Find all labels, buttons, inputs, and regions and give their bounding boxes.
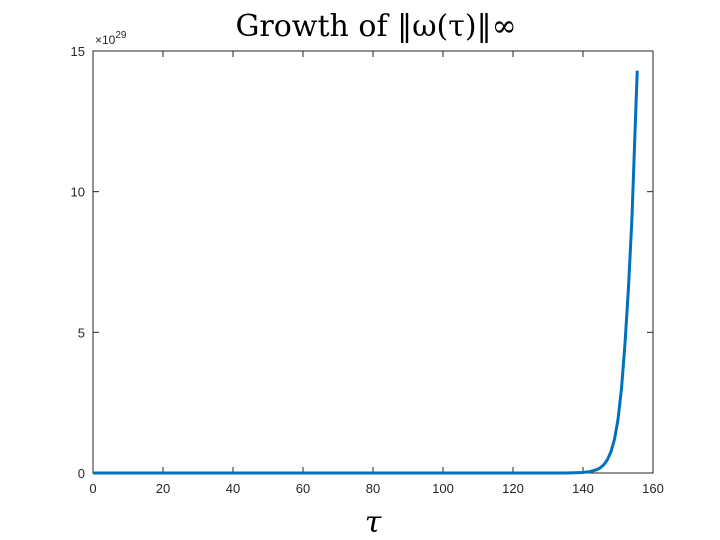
chart-title: Growth of ‖ω(τ)‖∞ <box>235 9 516 44</box>
x-tick-label: 140 <box>572 481 594 496</box>
y-exponent-label: ×1029 <box>95 30 127 47</box>
series-line <box>93 70 639 475</box>
y-tick-label: 15 <box>71 44 85 59</box>
y-tick-label: 10 <box>71 185 85 200</box>
x-tick-label: 100 <box>432 481 454 496</box>
x-tick-label: 20 <box>156 481 170 496</box>
x-tick-label: 40 <box>226 481 240 496</box>
y-tick-label: 0 <box>78 466 85 481</box>
y-tick-label: 5 <box>78 325 85 340</box>
x-tick-label: 120 <box>502 481 524 496</box>
y-exponent-power: 29 <box>115 30 127 41</box>
x-tick-label: 60 <box>296 481 310 496</box>
y-exponent-base: ×10 <box>95 33 116 47</box>
x-tick-label: 160 <box>642 481 664 496</box>
plot-area: 0 20 40 60 80 100 120 140 160 0 5 10 15 ×1029 <box>71 30 664 496</box>
x-tick-label: 80 <box>366 481 380 496</box>
x-tick-label: 0 <box>89 481 96 496</box>
x-axis-label: τ <box>365 505 382 540</box>
